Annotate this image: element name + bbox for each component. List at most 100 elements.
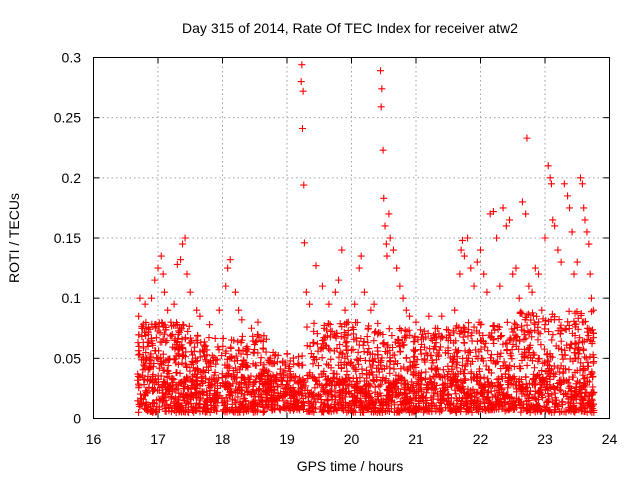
data-point xyxy=(422,389,430,397)
data-point xyxy=(552,399,560,407)
data-point xyxy=(253,373,261,381)
data-point xyxy=(409,382,417,390)
data-point xyxy=(494,325,502,333)
data-point xyxy=(549,331,557,339)
data-point xyxy=(302,382,310,390)
data-point xyxy=(579,366,587,374)
data-point xyxy=(474,377,482,385)
data-point xyxy=(453,322,461,330)
data-point xyxy=(237,379,245,387)
data-point xyxy=(404,367,412,375)
data-point xyxy=(185,408,193,416)
data-point xyxy=(154,386,162,394)
data-point xyxy=(390,381,398,389)
data-point xyxy=(235,383,243,391)
data-point xyxy=(141,365,149,373)
data-point xyxy=(481,381,489,389)
data-point xyxy=(565,325,573,333)
data-point xyxy=(360,338,368,346)
data-point xyxy=(197,338,205,346)
data-point xyxy=(323,401,331,409)
data-point xyxy=(143,355,151,363)
data-point xyxy=(184,327,192,335)
data-point xyxy=(467,392,475,400)
data-point xyxy=(148,335,156,343)
data-point xyxy=(272,351,280,359)
data-point xyxy=(311,356,319,364)
data-point xyxy=(484,347,492,355)
data-point xyxy=(295,353,303,361)
data-point xyxy=(371,383,379,391)
data-point xyxy=(352,397,360,405)
data-point xyxy=(523,321,531,329)
data-point xyxy=(196,312,204,320)
data-point xyxy=(382,240,390,248)
data-point xyxy=(467,360,475,368)
data-point xyxy=(436,373,444,381)
data-point xyxy=(397,365,405,373)
data-point xyxy=(267,387,275,395)
y-tick-label: 0.05 xyxy=(54,350,81,366)
data-point xyxy=(435,352,443,360)
data-point xyxy=(154,264,162,272)
data-point xyxy=(205,334,213,342)
x-tick-label: 19 xyxy=(279,431,295,447)
data-point xyxy=(339,403,347,411)
data-point xyxy=(357,399,365,407)
data-point xyxy=(586,400,594,408)
data-point xyxy=(500,358,508,366)
data-point xyxy=(585,332,593,340)
data-point xyxy=(386,234,394,242)
data-point xyxy=(581,375,589,383)
data-point xyxy=(261,366,269,374)
data-point xyxy=(178,359,186,367)
data-point xyxy=(460,376,468,384)
data-point xyxy=(271,400,279,408)
data-point xyxy=(314,347,322,355)
data-point xyxy=(543,351,551,359)
data-point xyxy=(344,359,352,367)
data-point xyxy=(386,354,394,362)
data-point xyxy=(469,385,477,393)
data-point xyxy=(391,382,399,390)
data-point xyxy=(551,370,559,378)
data-point xyxy=(418,333,426,341)
data-point xyxy=(349,393,357,401)
data-point xyxy=(523,134,531,142)
data-point xyxy=(522,348,530,356)
data-point xyxy=(504,377,512,385)
data-point xyxy=(250,397,258,405)
data-point xyxy=(380,339,388,347)
data-point xyxy=(558,398,566,406)
data-point xyxy=(326,346,334,354)
data-point xyxy=(172,369,180,377)
data-point xyxy=(512,342,520,350)
data-point xyxy=(322,342,330,350)
data-point xyxy=(185,322,193,330)
y-tick-label: 0.25 xyxy=(54,110,81,126)
data-point xyxy=(565,404,573,412)
data-point xyxy=(481,343,489,351)
data-point xyxy=(345,373,353,381)
data-point xyxy=(284,372,292,380)
data-point xyxy=(526,341,534,349)
data-point xyxy=(158,318,166,326)
data-point xyxy=(433,364,441,372)
data-point xyxy=(546,384,554,392)
data-point xyxy=(505,381,513,389)
data-point xyxy=(358,365,366,373)
data-point xyxy=(206,359,214,367)
data-point xyxy=(319,370,327,378)
data-point xyxy=(142,348,150,356)
data-point xyxy=(144,406,152,414)
data-point xyxy=(557,337,565,345)
data-point xyxy=(589,306,597,314)
data-point xyxy=(411,388,419,396)
data-point xyxy=(395,408,403,416)
data-point xyxy=(158,338,166,346)
data-point xyxy=(349,362,357,370)
data-point xyxy=(297,391,305,399)
data-point xyxy=(525,394,533,402)
data-point xyxy=(394,385,402,393)
data-point xyxy=(187,385,195,393)
